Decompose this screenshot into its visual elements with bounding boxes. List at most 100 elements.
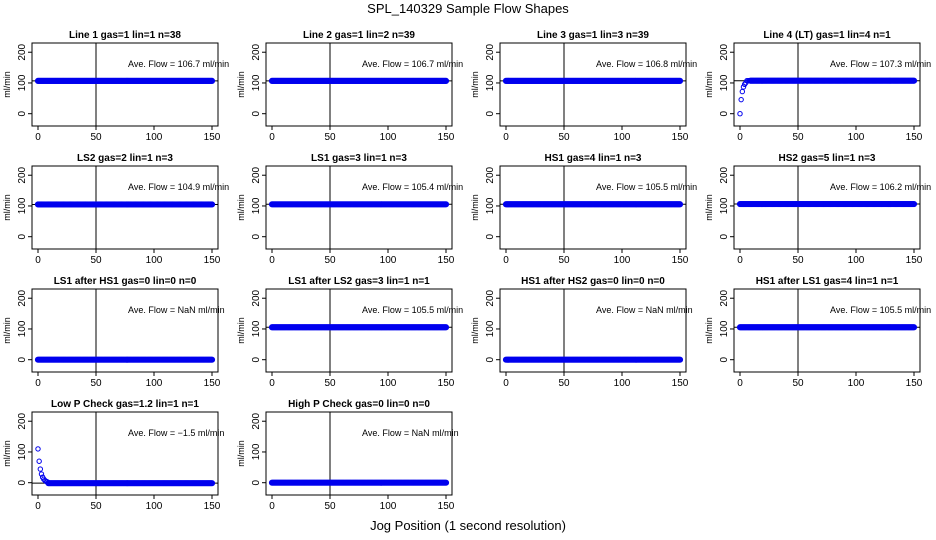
- data-point: [738, 96, 744, 103]
- plot-frame: [733, 288, 921, 373]
- data-series: [268, 201, 450, 208]
- y-tick-label: 0: [485, 110, 496, 116]
- y-tick-label: 0: [251, 233, 262, 239]
- panel-title: Line 4 (LT) gas=1 lin=4 n=1: [763, 30, 891, 41]
- panel-7: HS1 gas=4 lin=1 n=3 0 50 100 150 0 100 200 ml/mi…: [470, 153, 697, 266]
- y-tick-label: 100: [719, 197, 730, 214]
- y-tick-label: 100: [251, 197, 262, 214]
- x-tick-label: 50: [324, 132, 336, 143]
- x-tick-label: 50: [324, 501, 336, 512]
- x-tick-label: 150: [906, 255, 923, 266]
- y-axis-label: ml/min: [704, 317, 714, 344]
- y-tick-label: 200: [719, 43, 730, 60]
- panel-11: HS1 after HS2 gas=0 lin=0 n=0 0 50 100 150 0 1…: [470, 276, 693, 389]
- panel-title: HS2 gas=5 lin=1 n=3: [779, 153, 876, 164]
- x-tick-label: 150: [438, 501, 455, 512]
- x-tick-label: 50: [558, 132, 570, 143]
- data-point: [36, 458, 42, 464]
- y-tick-label: 100: [17, 443, 28, 460]
- x-tick-label: 100: [380, 255, 397, 266]
- data-point: [676, 356, 684, 363]
- panel-title: Line 3 gas=1 lin=3 n=39: [537, 30, 649, 41]
- plot-frame: [265, 411, 453, 496]
- y-tick-label: 100: [17, 74, 28, 91]
- y-tick-label: 100: [719, 320, 730, 337]
- panel-2: Line 2 gas=1 lin=2 n=39 0 50 100 150 0 100 200 m…: [236, 30, 463, 143]
- y-tick-label: 100: [485, 320, 496, 337]
- data-point: [208, 201, 216, 208]
- data-point: [910, 200, 918, 208]
- panel-12: HS1 after LS1 gas=4 lin=1 n=1 0 50 100 150 0 1…: [704, 276, 931, 389]
- x-tick-label: 0: [503, 378, 509, 389]
- x-tick-label: 0: [35, 501, 41, 512]
- data-point: [208, 480, 216, 487]
- data-point: [208, 77, 216, 85]
- y-tick-label: 0: [17, 479, 28, 485]
- data-series: [502, 356, 684, 363]
- panel-title: LS1 after LS2 gas=3 lin=1 n=1: [288, 276, 430, 287]
- y-axis-label: ml/min: [2, 194, 12, 221]
- data-point: [208, 356, 216, 363]
- y-tick-label: 0: [251, 356, 262, 362]
- x-tick-label: 150: [204, 255, 221, 266]
- x-tick-label: 0: [269, 255, 275, 266]
- y-tick-label: 0: [17, 110, 28, 116]
- data-point: [37, 466, 44, 472]
- x-tick-label: 50: [792, 255, 804, 266]
- y-axis-label: ml/min: [236, 317, 246, 344]
- panel-title: Line 1 gas=1 lin=1 n=38: [69, 30, 181, 41]
- x-tick-label: 0: [35, 378, 41, 389]
- plot-frame: [499, 288, 687, 373]
- x-tick-label: 100: [848, 378, 865, 389]
- ave-flow-annotation: Ave. Flow = 106.2 ml/min: [830, 182, 931, 192]
- y-tick-label: 0: [719, 233, 730, 239]
- y-tick-label: 200: [485, 43, 496, 60]
- y-tick-label: 100: [251, 320, 262, 337]
- y-tick-label: 0: [485, 356, 496, 362]
- panel-title: HS1 after LS1 gas=4 lin=1 n=1: [756, 276, 899, 287]
- data-point: [442, 77, 450, 85]
- y-tick-label: 0: [251, 479, 262, 485]
- ave-flow-annotation: Ave. Flow = 106.7 ml/min: [128, 59, 229, 69]
- y-tick-label: 200: [485, 289, 496, 306]
- y-tick-label: 0: [251, 110, 262, 116]
- x-tick-label: 50: [90, 501, 102, 512]
- plot-frame: [499, 165, 687, 250]
- y-tick-label: 0: [719, 356, 730, 362]
- x-tick-label: 100: [614, 255, 631, 266]
- y-tick-label: 200: [251, 412, 262, 429]
- y-axis-label: ml/min: [236, 71, 246, 98]
- y-tick-label: 0: [17, 356, 28, 362]
- x-tick-label: 50: [90, 255, 102, 266]
- x-tick-label: 50: [90, 132, 102, 143]
- y-tick-label: 200: [17, 289, 28, 306]
- y-tick-label: 200: [251, 43, 262, 60]
- ave-flow-annotation: Ave. Flow = 106.7 ml/min: [362, 59, 463, 69]
- x-tick-label: 100: [848, 132, 865, 143]
- x-tick-label: 100: [848, 255, 865, 266]
- y-axis-label: ml/min: [2, 440, 12, 467]
- ave-flow-annotation: Ave. Flow = 107.3 ml/min: [830, 59, 931, 69]
- x-tick-label: 0: [503, 132, 509, 143]
- data-point: [737, 111, 743, 117]
- x-tick-label: 100: [146, 132, 163, 143]
- ave-flow-annotation: Ave. Flow = NaN ml/min: [128, 305, 225, 315]
- y-axis-label: ml/min: [704, 71, 714, 98]
- data-point: [676, 201, 684, 208]
- data-point: [740, 84, 747, 90]
- x-tick-label: 150: [204, 132, 221, 143]
- panel-8: HS2 gas=5 lin=1 n=3 0 50 100 150 0 100 200 ml/mi…: [704, 153, 931, 266]
- x-tick-label: 100: [380, 501, 397, 512]
- x-tick-label: 0: [503, 255, 509, 266]
- y-axis-label: ml/min: [236, 194, 246, 221]
- x-tick-label: 0: [737, 132, 743, 143]
- x-tick-label: 150: [906, 378, 923, 389]
- panel-13: Low P Check gas=1.2 lin=1 n=1 0 50 100 150 0 1…: [2, 399, 224, 512]
- plot-frame: [265, 288, 453, 373]
- x-tick-label: 150: [204, 501, 221, 512]
- ave-flow-annotation: Ave. Flow = NaN ml/min: [362, 428, 459, 438]
- panel-title: HS1 gas=4 lin=1 n=3: [545, 153, 642, 164]
- data-point: [739, 88, 746, 95]
- data-series: [502, 201, 684, 208]
